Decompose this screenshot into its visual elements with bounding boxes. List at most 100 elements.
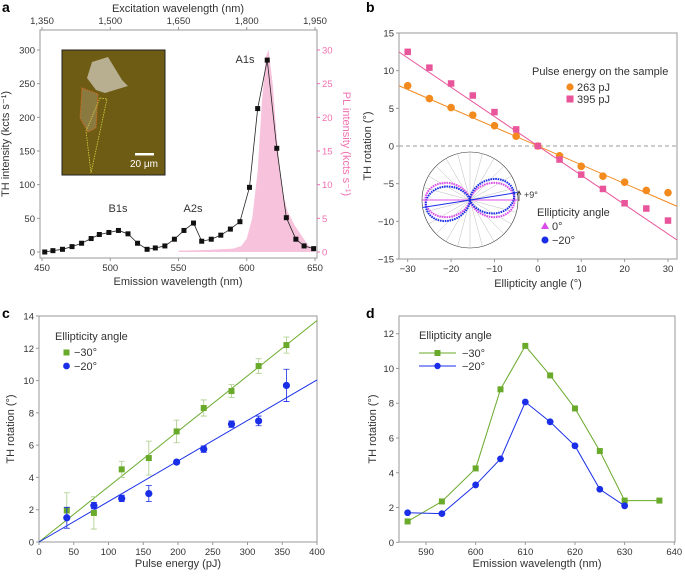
b-point-395 bbox=[534, 142, 542, 150]
b-legend-marker-395 bbox=[566, 95, 574, 103]
b-xlabel: Ellipticity angle (°) bbox=[494, 278, 582, 290]
a-top-xtick-label: 1,800 bbox=[235, 16, 259, 27]
a-top-xtick-label: 1,950 bbox=[303, 16, 327, 27]
d-xtick-label: 590 bbox=[418, 547, 434, 558]
a-ytick-label: 100 bbox=[19, 180, 35, 191]
c-xtick-label: 50 bbox=[68, 547, 79, 558]
a-th-point bbox=[171, 236, 177, 242]
d-xtick-label: 600 bbox=[468, 547, 484, 558]
b-point-395 bbox=[469, 92, 477, 99]
d-point-minus20 bbox=[521, 398, 529, 406]
a-right-ylabel: PL intensity (kcts s⁻¹) bbox=[340, 92, 352, 196]
c-xtick-label: 300 bbox=[240, 547, 256, 558]
b-point-263 bbox=[490, 121, 499, 130]
c-point-minus30 bbox=[255, 363, 262, 370]
d-point-minus20 bbox=[404, 509, 412, 517]
b-point-395 bbox=[643, 205, 650, 212]
a-th-point bbox=[218, 232, 224, 238]
d-point-minus20 bbox=[438, 510, 446, 518]
c-legend-20: −20° bbox=[74, 361, 97, 373]
c-ytick-label: 12 bbox=[23, 344, 34, 355]
b-point-395 bbox=[447, 80, 455, 87]
a-ylabel: TH intensity (kcts s⁻¹) bbox=[0, 91, 12, 197]
scale-label: 20 μm bbox=[130, 159, 158, 170]
c-point-minus20 bbox=[145, 489, 153, 498]
a-th-point bbox=[283, 215, 289, 221]
c-ytick-label: 4 bbox=[29, 473, 34, 484]
c-point-minus30 bbox=[283, 342, 290, 349]
b-point-263 bbox=[599, 172, 607, 180]
c-ytick-label: 0 bbox=[29, 538, 34, 549]
b-xtick-label: −30 bbox=[400, 264, 416, 275]
d-plot-frame bbox=[398, 315, 676, 543]
a-th-point bbox=[106, 229, 112, 235]
d-ytick-label: 6 bbox=[389, 434, 394, 445]
c-point-minus30 bbox=[200, 405, 207, 412]
a-top-xlabel: Excitation wavelength (nm) bbox=[112, 3, 244, 15]
c-point-minus20 bbox=[255, 417, 263, 425]
c-point-minus20 bbox=[90, 502, 98, 510]
d-line-0 bbox=[407, 344, 660, 522]
panel-label-d: d bbox=[366, 305, 375, 321]
b-point-395 bbox=[512, 126, 520, 133]
a-th-point bbox=[88, 236, 94, 242]
d-ytick-label: 8 bbox=[389, 399, 394, 410]
a-th-point bbox=[144, 246, 150, 252]
a-th-point bbox=[69, 244, 75, 250]
d-xtick-label: 610 bbox=[517, 547, 533, 558]
a-th-point bbox=[293, 236, 299, 242]
b-ytick-label: −5 bbox=[383, 179, 394, 190]
d-ytick-label: 12 bbox=[383, 329, 394, 340]
d-legend-marker-20 bbox=[434, 362, 441, 370]
a-xtick-label: 450 bbox=[34, 263, 50, 274]
b-point-395 bbox=[491, 108, 498, 116]
d-ytick-label: 2 bbox=[389, 503, 394, 514]
b-point-263 bbox=[577, 162, 586, 171]
c-point-minus20 bbox=[227, 420, 236, 428]
d-point-minus30 bbox=[571, 405, 578, 412]
d-point-minus30 bbox=[472, 465, 479, 472]
d-point-minus20 bbox=[596, 485, 604, 493]
c-point-minus30 bbox=[118, 466, 125, 473]
b-point-395 bbox=[599, 185, 607, 193]
a-xtick-label: 500 bbox=[102, 263, 118, 274]
a-th-point bbox=[264, 57, 270, 63]
a-th-point bbox=[227, 226, 233, 232]
a-ytick-label: 250 bbox=[19, 79, 35, 90]
a-ytick-label: 0 bbox=[30, 248, 35, 259]
c-xtick-label: 250 bbox=[205, 547, 221, 558]
b-point-395 bbox=[426, 64, 433, 71]
a-th-point bbox=[79, 240, 85, 246]
a-right-ytick-label: 25 bbox=[322, 79, 333, 90]
b-xtick-label: 30 bbox=[663, 264, 674, 275]
c-ytick-label: 14 bbox=[23, 312, 34, 323]
b-ytick-label: −15 bbox=[378, 255, 394, 266]
a-right-ytick-label: 20 bbox=[322, 113, 333, 124]
b-xtick-label: 20 bbox=[619, 264, 630, 275]
b-inset-legend-0: 0° bbox=[552, 221, 563, 233]
b-point-263 bbox=[468, 111, 477, 119]
d-point-minus20 bbox=[472, 481, 480, 489]
b-ytick-label: 5 bbox=[389, 104, 394, 115]
chart-marks: 450 500 550 600 6500501001502002503000510152… bbox=[19, 16, 682, 558]
c-xtick-label: 350 bbox=[274, 547, 290, 558]
d-legend-marker-30 bbox=[434, 350, 441, 356]
polar-axis-minus20deg bbox=[422, 191, 518, 209]
d-point-minus30 bbox=[547, 372, 554, 379]
a-th-point bbox=[125, 231, 131, 237]
b-point-263 bbox=[620, 178, 629, 186]
a-th-point bbox=[274, 145, 280, 151]
b-point-395 bbox=[621, 200, 628, 207]
b-ytick-label: −10 bbox=[378, 217, 394, 228]
c-point-minus30 bbox=[145, 455, 152, 462]
b-legend-395: 395 pJ bbox=[577, 94, 610, 106]
c-point-minus30 bbox=[173, 428, 180, 435]
d-legend-30: −30° bbox=[462, 348, 485, 360]
a-xtick-label: 650 bbox=[307, 263, 323, 274]
b-inset-legend-marker-0 bbox=[541, 222, 549, 229]
b-ytick-label: 0 bbox=[389, 142, 394, 153]
c-legend-title: Ellipticity angle bbox=[55, 331, 128, 343]
c-xtick-label: 0 bbox=[36, 547, 41, 558]
c-legend-30: −30° bbox=[74, 347, 97, 359]
